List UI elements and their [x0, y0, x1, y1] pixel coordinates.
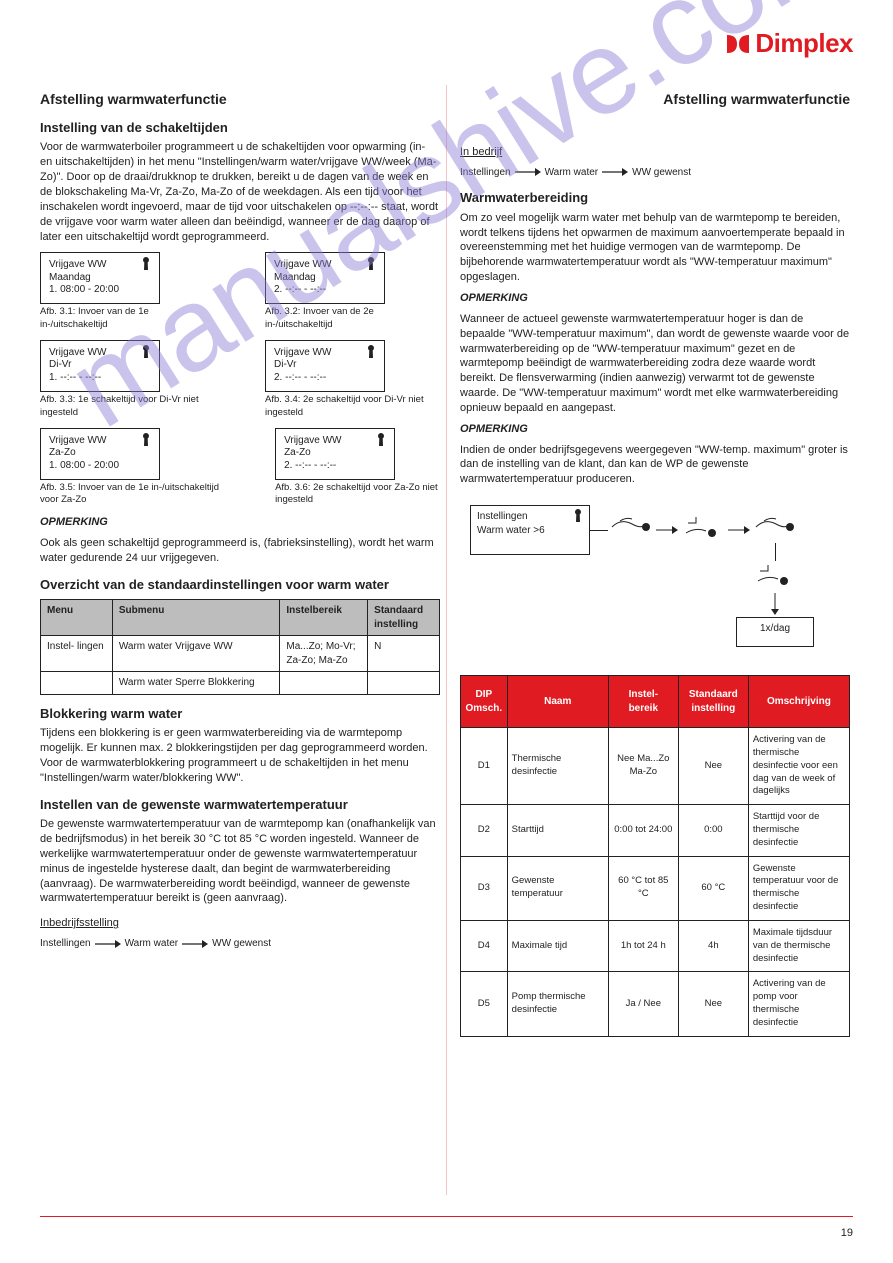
note-text-r1: Wanneer de actueel gewenste warmwatertem… [460, 312, 850, 416]
note-text-r2: Indien de onder bedrijfsgegevens weergeg… [460, 443, 850, 488]
settings-table: Menu Submenu Instelbereik Standaard inst… [40, 599, 440, 695]
arrow-right-icon [95, 939, 121, 949]
note-label: OPMERKING [40, 516, 108, 528]
seq-label-left: Inbedrijfsstelling [40, 916, 440, 931]
wrench-icon [141, 257, 151, 276]
note-text-1: Ook als geen schakeltijd geprogrammeerd … [40, 536, 440, 566]
caption-3-4: Afb. 3.4: 2e schakeltijd voor Di-Vr niet… [265, 394, 440, 420]
para-temp: De gewenste warmwatertemperatuur van de … [40, 817, 440, 906]
hand-press-icon [754, 561, 796, 596]
seq-label-right: In bedrijf [460, 145, 850, 160]
arrow-right-icon [656, 525, 678, 540]
table-row: D1Thermische desinfectieNee Ma...Zo Ma-Z… [461, 728, 850, 805]
screen-box-3-6: Vrijgave WW Za-Zo 2. --:-- - --:-- [275, 428, 395, 480]
table-row: D2Starttijd0:00 tot 24:000:00Starttijd v… [461, 805, 850, 856]
table-row: Instel- lingen Warm water Vrijgave WW Ma… [41, 636, 440, 672]
screen-box-3-5: Vrijgave WW Za-Zo 1. 08:00 - 20:00 [40, 428, 160, 480]
arrow-down-icon [770, 593, 780, 620]
page-number: 19 [841, 1226, 853, 1241]
table-row: D3Gewenste temperatuur60 °C tot 85 °C60 … [461, 856, 850, 920]
caption-3-5: Afb. 3.5: Invoer van de 1e in-/uitschake… [40, 482, 225, 508]
wrench-icon [376, 433, 386, 452]
wrench-icon [366, 257, 376, 276]
para-ww: Om zo veel mogelijk warm water met behul… [460, 211, 850, 285]
flow-result-box: 1x/dag [736, 617, 814, 647]
arrow-right-icon [728, 525, 750, 540]
dip-settings-table: DIP Omsch. Naam Instel- bereik Standaard… [460, 675, 850, 1036]
arrow-right-icon [182, 939, 208, 949]
right-column: Afstelling warmwaterfunctie In bedrijf I… [460, 90, 850, 1037]
para-switch-times: Voor de warmwaterboiler programmeert u d… [40, 140, 440, 244]
heading-switch-times: Instelling van de schakeltijden [40, 119, 440, 137]
heading-left-main: Afstelling warmwaterfunctie [40, 90, 440, 109]
caption-3-3: Afb. 3.3: 1e schakeltijd voor Di-Vr niet… [40, 394, 215, 420]
table-row: D5Pomp thermische desinfectieJa / NeeNee… [461, 972, 850, 1036]
flow-screen-box: Instellingen Warm water >6 [470, 505, 590, 555]
column-divider [446, 85, 447, 1195]
caption-3-6: Afb. 3.6: 2e schakeltijd voor Za-Zo niet… [275, 482, 440, 508]
heading-temp: Instellen van de gewenste warmwatertempe… [40, 796, 440, 814]
arrow-right-icon [515, 167, 541, 177]
screen-row-3: Vrijgave WW Za-Zo 1. 08:00 - 20:00 Afb. … [40, 428, 440, 508]
nav-sequence-right: Instellingen Warm water WW gewenst [460, 166, 850, 180]
logo-icon [723, 33, 753, 55]
wrench-icon [141, 345, 151, 364]
wrench-icon [141, 433, 151, 452]
screen-row-2: Vrijgave WW Di-Vr 1. --:-- - --:-- Afb. … [40, 340, 440, 420]
table-row: Warm water Sperre Blokkering [41, 672, 440, 695]
caption-3-1: Afb. 3.1: Invoer van de 1e in-/uitschake… [40, 306, 215, 332]
table-row: D4Maximale tijd1h tot 24 h4hMaximale tij… [461, 920, 850, 971]
left-column: Afstelling warmwaterfunctie Instelling v… [40, 90, 440, 951]
wrench-icon [366, 345, 376, 364]
flow-diagram: Instellingen Warm water >6 [460, 495, 850, 665]
note-label: OPMERKING [460, 423, 528, 435]
screen-box-3-3: Vrijgave WW Di-Vr 1. --:-- - --:-- [40, 340, 160, 392]
screen-box-3-1: Vrijgave WW Maandag 1. 08:00 - 20:00 [40, 252, 160, 304]
arrow-right-icon [602, 167, 628, 177]
heading-ww: Warmwaterbereiding [460, 189, 850, 207]
hand-turn-icon [610, 513, 652, 548]
wrench-icon [573, 509, 583, 528]
caption-3-2: Afb. 3.2: Invoer van de 2e in-/uitschake… [265, 306, 440, 332]
screen-row-1: Vrijgave WW Maandag 1. 08:00 - 20:00 Afb… [40, 252, 440, 332]
brand-logo: Dimplex [723, 26, 853, 61]
hand-press-icon [682, 513, 724, 548]
heading-overview: Overzicht van de standaardinstellingen v… [40, 576, 440, 594]
screen-box-3-4: Vrijgave WW Di-Vr 2. --:-- - --:-- [265, 340, 385, 392]
nav-sequence-left: Instellingen Warm water WW gewenst [40, 937, 440, 951]
note-label: OPMERKING [460, 292, 528, 304]
heading-block: Blokkering warm water [40, 705, 440, 723]
screen-box-3-2: Vrijgave WW Maandag 2. --:-- - --:-- [265, 252, 385, 304]
heading-right-main: Afstelling warmwaterfunctie [460, 90, 850, 109]
para-block: Tijdens een blokkering is er geen warmwa… [40, 726, 440, 785]
footer-divider [40, 1216, 853, 1217]
